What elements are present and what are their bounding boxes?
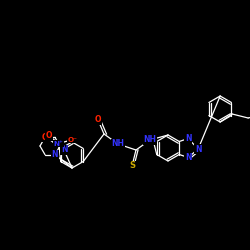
Text: O: O xyxy=(95,116,101,124)
Text: N: N xyxy=(185,153,192,162)
Text: O: O xyxy=(42,133,48,142)
Text: N: N xyxy=(52,150,58,159)
Text: O: O xyxy=(46,131,52,140)
Text: N: N xyxy=(195,144,202,154)
Text: S: S xyxy=(129,162,135,170)
Text: N⁺: N⁺ xyxy=(54,140,64,146)
Text: NH: NH xyxy=(144,136,156,144)
Text: O⁻: O⁻ xyxy=(68,136,78,142)
Text: NH: NH xyxy=(112,140,124,148)
Text: N: N xyxy=(61,146,67,154)
Text: N: N xyxy=(185,134,192,143)
